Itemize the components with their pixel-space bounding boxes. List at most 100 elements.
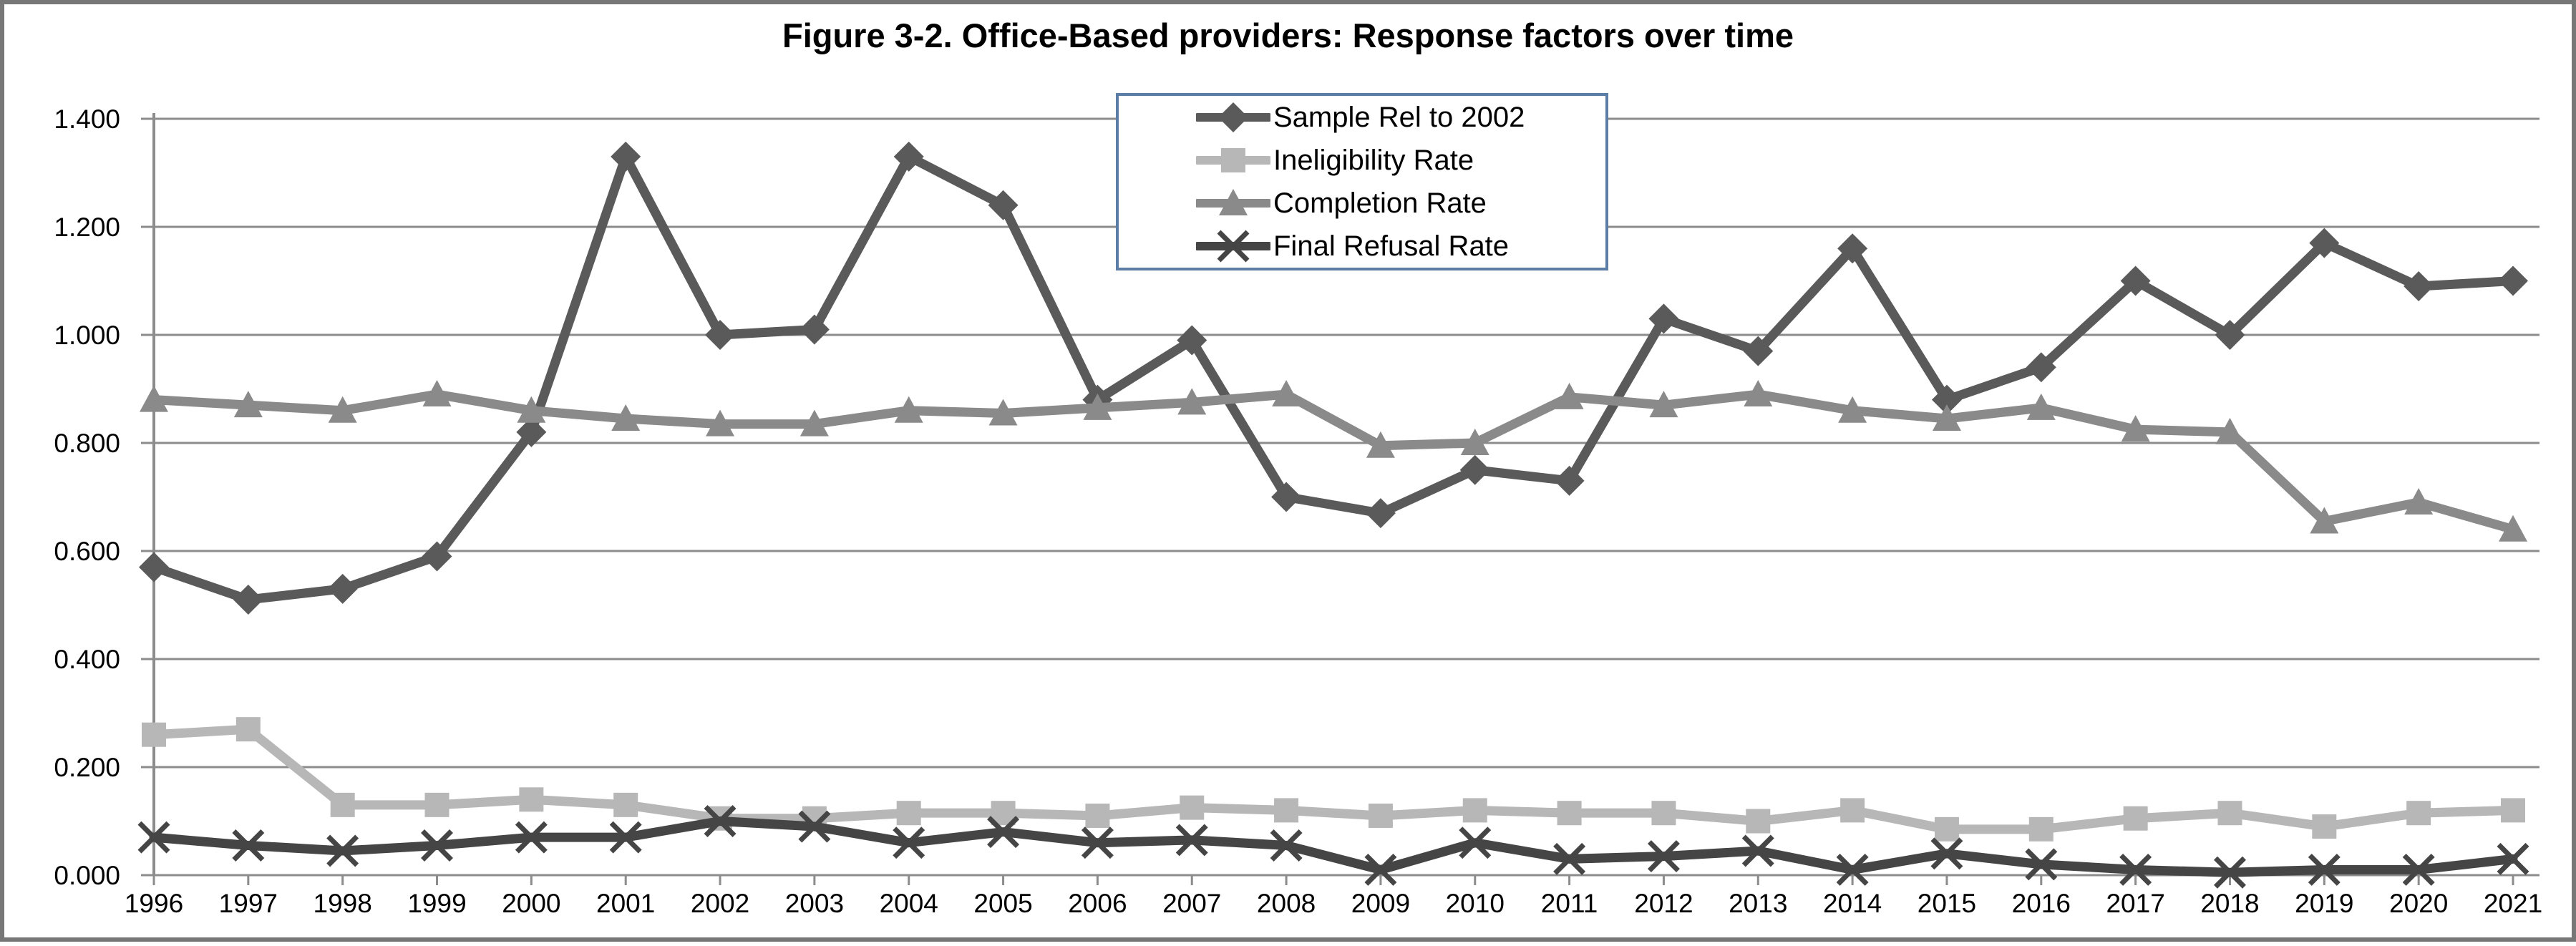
data-point-marker [893, 826, 925, 859]
data-point-marker [1270, 829, 1303, 862]
data-point-marker [1553, 842, 1586, 875]
data-point-marker [232, 829, 265, 862]
data-point-marker [894, 396, 923, 423]
data-point-marker [142, 722, 166, 747]
data-point-marker [516, 416, 547, 447]
data-point-marker [517, 396, 546, 423]
data-point-marker [2121, 415, 2150, 442]
data-point-marker [1180, 795, 1205, 820]
x-axis-label: 2020 [2389, 889, 2448, 918]
data-point-marker [515, 821, 548, 854]
data-point-marker [1651, 801, 1676, 826]
legend-label: Sample Rel to 2002 [1273, 101, 1525, 133]
data-point-marker [2312, 814, 2337, 839]
data-point-marker [1648, 303, 1679, 334]
x-axis-label: 2003 [785, 889, 844, 918]
x-axis-label: 2009 [1351, 889, 1410, 918]
x-axis-label: 1997 [219, 889, 278, 918]
triangle-legend-icon [1196, 189, 1270, 215]
data-point-marker [2215, 417, 2245, 444]
x-axis-label: 2012 [1634, 889, 1693, 918]
data-point-marker [1840, 798, 1865, 823]
data-point-marker [140, 385, 168, 412]
x-axis-label: 2010 [1446, 889, 1505, 918]
data-point-marker [1837, 233, 1868, 264]
data-point-marker [611, 404, 641, 431]
series-line [149, 152, 2518, 605]
data-point-marker [2310, 507, 2339, 534]
data-point-marker [422, 541, 452, 572]
data-point-marker [611, 141, 641, 172]
data-point-marker [1366, 431, 1395, 458]
data-point-marker [1838, 396, 1867, 423]
data-point-marker [613, 792, 638, 817]
data-point-marker [1460, 429, 1489, 455]
y-axis-label: 0.800 [54, 429, 120, 458]
data-point-marker [1274, 798, 1299, 823]
data-point-marker [1746, 809, 1771, 834]
data-point-marker [328, 396, 357, 423]
x-axis-label: 2001 [596, 889, 655, 918]
data-point-marker [2214, 856, 2246, 889]
data-point-marker [1555, 382, 1584, 409]
data-point-marker [1554, 465, 1585, 496]
series-line [149, 724, 2518, 834]
data-point-marker [609, 821, 642, 854]
data-point-marker [1934, 816, 1959, 842]
data-point-marker [2026, 352, 2056, 383]
data-point-marker [704, 805, 737, 837]
data-point-marker [705, 320, 736, 350]
data-point-marker [2501, 798, 2525, 823]
data-point-marker [706, 409, 735, 437]
data-point-marker [326, 834, 359, 867]
data-point-marker [2499, 515, 2527, 542]
x-axis-label: 2004 [880, 889, 938, 918]
x-legend-icon [1196, 230, 1270, 263]
data-point-marker [1459, 826, 1492, 859]
x-axis-label: 1998 [314, 889, 372, 918]
data-point-marker [233, 584, 263, 615]
data-point-marker [1930, 837, 1963, 870]
series-x [137, 805, 2529, 889]
x-axis-label: 2017 [2106, 889, 2164, 918]
diamond-legend-icon [1196, 102, 1270, 132]
x-axis-label: 2007 [1162, 889, 1221, 918]
y-axis-label: 0.000 [54, 861, 120, 890]
legend-label: Ineligibility Rate [1273, 144, 1474, 176]
x-axis-label: 1996 [125, 889, 183, 918]
x-axis-label: 2018 [2200, 889, 2259, 918]
data-point-marker [1085, 803, 1110, 828]
data-point-marker [519, 787, 544, 812]
data-point-marker [1083, 393, 1112, 420]
data-point-marker [327, 573, 358, 604]
data-point-marker [2028, 816, 2053, 842]
x-axis-label: 2000 [502, 889, 560, 918]
x-axis-label: 2008 [1257, 889, 1316, 918]
series-line [149, 389, 2518, 535]
x-axis-label: 2021 [2484, 889, 2542, 918]
data-point-marker [422, 380, 452, 407]
data-point-marker [2217, 801, 2242, 826]
data-point-marker [2404, 271, 2434, 302]
data-point-marker [2406, 801, 2431, 826]
data-point-marker [2308, 853, 2341, 886]
legend-marker-sample [1219, 189, 1248, 215]
legend: Sample Rel to 2002 Ineligibility Rate Comp… [1116, 93, 1608, 270]
data-point-marker [2404, 488, 2434, 515]
data-point-marker [1932, 404, 1961, 431]
data-point-marker [1741, 834, 1774, 867]
legend-item: Ineligibility Rate [1196, 139, 1605, 182]
data-point-marker [235, 717, 261, 742]
y-axis-label: 0.200 [54, 753, 120, 782]
data-point-marker [1175, 824, 1208, 857]
legend-marker-sample [1217, 230, 1250, 263]
data-point-marker [2123, 806, 2148, 831]
data-point-marker [2215, 320, 2245, 350]
data-point-marker [1459, 454, 1490, 485]
data-point-marker [233, 391, 263, 418]
data-point-marker [988, 399, 1018, 426]
data-point-marker [2120, 265, 2151, 296]
legend-item: Completion Rate [1196, 182, 1605, 225]
data-point-marker [2119, 853, 2152, 886]
